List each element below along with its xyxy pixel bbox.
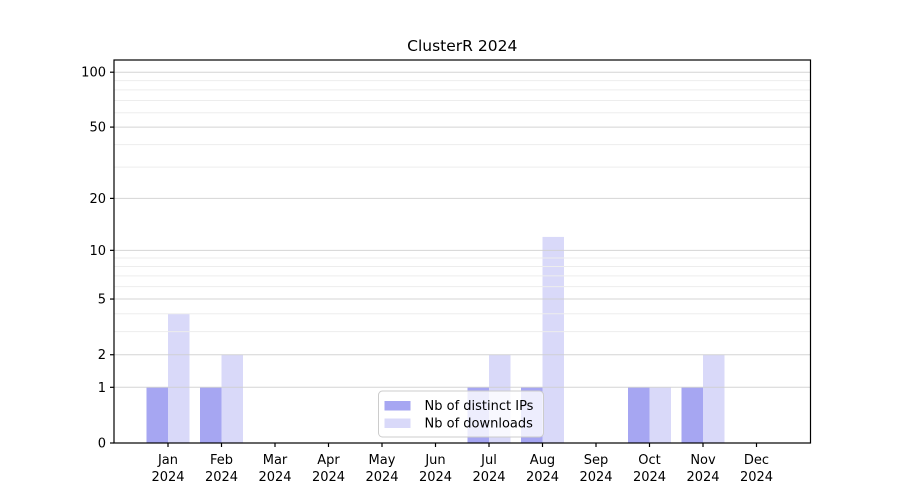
y-gridlines-major — [114, 71, 811, 388]
y-tick-label: 50 — [89, 121, 106, 136]
y-tick-label: 100 — [81, 66, 106, 81]
bar-oct-downloads — [649, 387, 671, 443]
x-tick-year-label: 2024 — [419, 470, 452, 485]
bar-feb-ips — [200, 387, 222, 443]
x-tick-month-label: Jul — [480, 453, 497, 468]
legend: Nb of distinct IPs Nb of downloads — [378, 390, 544, 438]
x-tick-month-label: Mar — [263, 453, 288, 468]
y-tick-label: 2 — [98, 348, 106, 363]
x-tick-year-label: 2024 — [579, 470, 612, 485]
x-tick-month-label: Sep — [584, 453, 609, 468]
bar-feb-downloads — [221, 354, 243, 443]
bar-nov-ips — [681, 387, 703, 443]
x-tick-year-label: 2024 — [472, 470, 505, 485]
x-tick-year-label: 2024 — [365, 470, 398, 485]
y-tick-label: 10 — [89, 244, 106, 259]
x-tick-month-label: Oct — [638, 453, 660, 468]
x-tick-year-label: 2024 — [312, 470, 345, 485]
legend-box — [378, 390, 544, 438]
x-tick-year-label: 2024 — [740, 470, 773, 485]
x-tick-year-label: 2024 — [258, 470, 291, 485]
x-axis: Jan 2024 Feb 2024 Mar 2024 Apr 2024 May 2024 Jun 20… — [151, 443, 773, 485]
bar-jan-downloads — [168, 313, 190, 443]
bar-jan-ips — [146, 387, 168, 443]
y-tick-label: 20 — [89, 192, 106, 207]
legend-swatch-downloads — [384, 418, 411, 428]
y-tick-label: 1 — [98, 381, 106, 396]
x-tick-month-label: Dec — [744, 453, 769, 468]
plot-border — [113, 59, 812, 444]
bar-aug-downloads — [542, 236, 564, 443]
x-tick-month-label: Nov — [690, 453, 716, 468]
bar-nov-downloads — [703, 354, 725, 443]
y-axis: 0 1 2 5 10 20 50 100 — [81, 66, 114, 452]
legend-label-distinct-ips: Nb of distinct IPs — [425, 399, 534, 414]
series-downloads — [168, 236, 725, 443]
x-tick-month-label: Jan — [157, 453, 178, 468]
bar-oct-ips — [628, 387, 650, 443]
x-tick-year-label: 2024 — [526, 470, 559, 485]
y-gridlines-minor — [114, 80, 811, 333]
chart-title: ClusterR 2024 — [407, 37, 517, 55]
y-tick-label: 0 — [98, 437, 106, 452]
x-tick-month-label: Apr — [317, 453, 340, 468]
legend-label-downloads: Nb of downloads — [425, 417, 534, 432]
x-tick-month-label: May — [369, 453, 396, 468]
x-tick-month-label: Feb — [210, 453, 233, 468]
x-tick-year-label: 2024 — [205, 470, 238, 485]
x-tick-month-label: Jun — [424, 453, 445, 468]
x-tick-year-label: 2024 — [686, 470, 719, 485]
x-tick-year-label: 2024 — [151, 470, 184, 485]
x-tick-month-label: Aug — [530, 453, 555, 468]
x-tick-year-label: 2024 — [633, 470, 666, 485]
legend-swatch-distinct-ips — [384, 401, 411, 411]
y-tick-label: 5 — [98, 293, 106, 308]
